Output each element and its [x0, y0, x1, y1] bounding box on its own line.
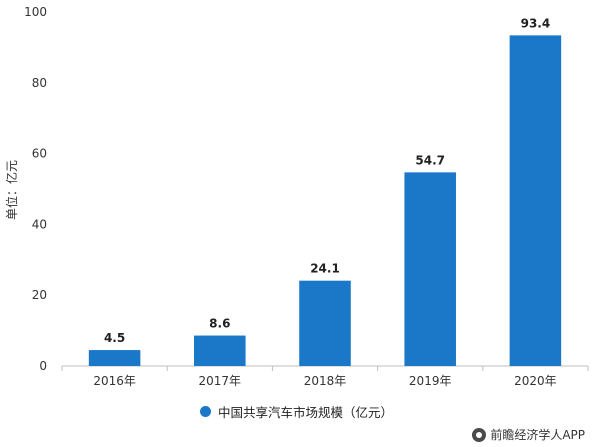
x-axis-ticks: 2016年 2017年 2018年 2019年 2020年 — [61, 366, 589, 388]
y-tick-label: 100 — [24, 5, 47, 19]
bar-value-label: 8.6 — [209, 317, 230, 331]
y-tick-label: 0 — [39, 359, 47, 373]
bar — [509, 35, 562, 366]
bar-value-label: 24.1 — [310, 262, 340, 276]
bar-value-label: 54.7 — [415, 153, 445, 167]
y-tick-label: 40 — [32, 217, 47, 231]
bar — [88, 350, 141, 366]
x-tick-label: 2018年 — [304, 374, 347, 388]
legend-marker — [199, 405, 211, 417]
legend: 中国共享汽车市场规模（亿元） — [0, 401, 593, 421]
bar — [299, 280, 351, 366]
x-tick-label: 2017年 — [199, 374, 242, 388]
legend-label: 中国共享汽车市场规模（亿元） — [217, 404, 393, 420]
watermark-brand: 前瞻经济学人APP — [472, 426, 585, 443]
y-tick-label: 20 — [32, 288, 47, 302]
y-tick-label: 60 — [32, 147, 47, 161]
x-tick-label: 2020年 — [514, 374, 557, 388]
watermark-text: 前瞻经济学人APP — [490, 428, 585, 442]
y-axis-label: 单位：亿元 — [4, 160, 19, 220]
bars-group: 4.5 8.6 24.1 54.7 93.4 — [88, 16, 562, 366]
x-tick-label: 2019年 — [409, 374, 452, 388]
bar — [404, 172, 456, 366]
brand-logo-icon — [472, 427, 487, 442]
y-tick-label: 80 — [32, 76, 47, 90]
bar-value-label: 93.4 — [521, 16, 551, 30]
y-axis-ticks: 0 20 40 60 80 100 — [24, 5, 47, 373]
bar — [194, 335, 246, 366]
bar-value-label: 4.5 — [104, 331, 125, 345]
x-tick-label: 2016年 — [93, 374, 136, 388]
